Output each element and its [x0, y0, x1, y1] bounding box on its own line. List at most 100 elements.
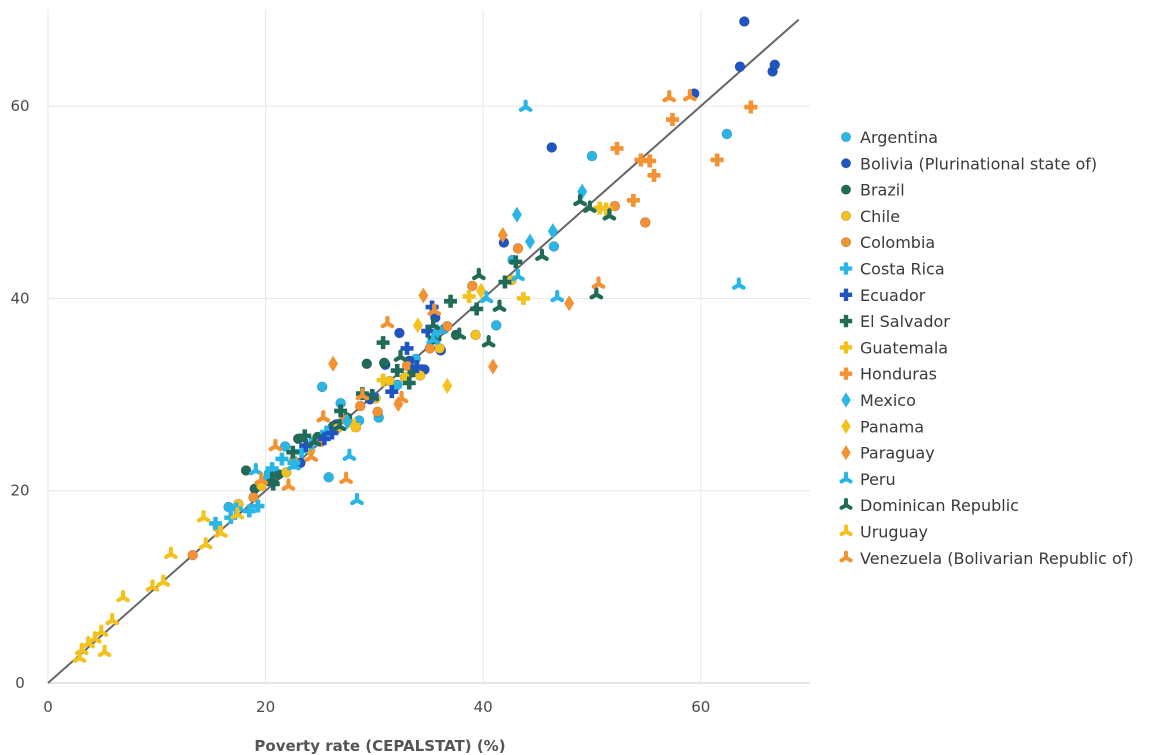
point-uruguay — [164, 546, 178, 560]
point-el-salvador — [298, 429, 312, 443]
legend-label: Guatemala — [860, 338, 948, 357]
point-peru — [732, 277, 746, 290]
point-paraguay — [328, 355, 339, 372]
legend-marker — [841, 445, 851, 461]
y-tick-label: 60 — [10, 97, 29, 115]
point-argentina — [490, 320, 502, 331]
point-mexico — [511, 206, 522, 223]
point-venezuela-bolivarian-republic-of — [254, 472, 269, 485]
legend-label: Ecuador — [860, 286, 926, 305]
point-guatemala — [516, 291, 530, 305]
point-venezuela-bolivarian-republic-of — [268, 438, 283, 452]
point-dominican-republic — [602, 208, 617, 221]
legend: Argentina Bolivia (Plurinational state of… — [839, 128, 1134, 568]
legend-label: Argentina — [860, 128, 938, 147]
point-paraguay — [497, 226, 508, 243]
point-el-salvador — [470, 302, 484, 316]
point-el-salvador — [334, 404, 348, 418]
legend-label: Brazil — [860, 181, 905, 200]
point-peru — [342, 448, 357, 461]
point-colombia — [512, 243, 524, 254]
point-argentina — [586, 150, 598, 162]
grid-lines — [47, 10, 810, 684]
point-costa-rica — [209, 516, 223, 530]
point-dominican-republic — [452, 327, 467, 340]
point-uruguay — [105, 612, 120, 626]
reference-line — [47, 18, 800, 684]
point-uruguay — [116, 589, 130, 603]
y-tick-label: 40 — [10, 289, 29, 307]
point-brazil — [240, 465, 252, 476]
point-argentina — [721, 128, 733, 140]
point-dominican-republic — [265, 471, 279, 485]
point-venezuela-bolivarian-republic-of — [339, 471, 353, 485]
point-el-salvador — [266, 477, 280, 491]
point-venezuela-bolivarian-republic-of — [316, 410, 331, 423]
point-ecuador — [385, 385, 399, 399]
point-dominican-republic — [332, 418, 347, 432]
point-chile — [434, 343, 445, 354]
point-colombia — [372, 406, 383, 418]
point-el-salvador — [390, 364, 404, 378]
point-ecuador — [317, 432, 331, 446]
legend-label: Venezuela (Bolivarian Republic of) — [860, 549, 1134, 568]
point-costa-rica — [251, 499, 265, 513]
point-argentina — [548, 241, 560, 252]
point-dominican-republic — [589, 286, 604, 300]
point-venezuela-bolivarian-republic-of — [304, 449, 319, 462]
point-costa-rica — [275, 452, 289, 466]
point-bolivia-plurinational-state-of — [546, 142, 558, 153]
point-uruguay — [156, 574, 171, 587]
point-peru — [550, 289, 565, 303]
point-dominican-republic — [471, 267, 486, 281]
point-ecuador — [425, 300, 439, 314]
x-tick-label: 0 — [43, 698, 53, 716]
point-dominican-republic — [492, 299, 507, 312]
point-colombia — [467, 280, 478, 292]
tick-labels: 0 20 40 60 0 20 40 60 — [10, 97, 710, 716]
point-peru — [248, 462, 263, 476]
x-tick-label: 60 — [691, 698, 710, 716]
point-chile — [470, 329, 481, 341]
y-tick-label: 0 — [15, 674, 25, 692]
legend-label: Paraguay — [860, 444, 935, 463]
legend-label: Chile — [860, 207, 900, 226]
point-venezuela-bolivarian-republic-of — [380, 315, 395, 329]
legend-marker — [840, 184, 852, 195]
point-panama — [412, 317, 423, 334]
legend-label: Uruguay — [860, 523, 928, 542]
legend-marker — [841, 392, 851, 408]
point-paraguay — [418, 287, 429, 304]
legend-label: Costa Rica — [860, 260, 945, 279]
point-honduras — [744, 100, 758, 114]
legend-marker — [839, 314, 853, 328]
point-ecuador — [400, 341, 414, 355]
point-venezuela-bolivarian-republic-of — [394, 390, 409, 404]
point-venezuela-bolivarian-republic-of — [355, 387, 370, 401]
point-argentina — [316, 381, 328, 393]
point-paraguay — [487, 358, 498, 375]
point-honduras — [710, 153, 724, 167]
point-costa-rica — [265, 462, 279, 476]
point-peru — [426, 332, 441, 345]
point-brazil — [361, 358, 373, 370]
point-peru — [518, 99, 533, 112]
legend-label: Honduras — [860, 365, 937, 384]
point-ecuador — [410, 360, 424, 374]
legend-label: Mexico — [860, 391, 916, 410]
legend-marker — [839, 471, 853, 484]
x-axis-label: Poverty rate (CEPALSTAT) (%) — [254, 737, 505, 755]
point-venezuela-bolivarian-republic-of — [662, 89, 677, 103]
legend-marker — [840, 237, 852, 248]
legend-marker — [841, 418, 851, 434]
point-honduras — [643, 154, 657, 168]
point-argentina — [323, 471, 335, 483]
point-venezuela-bolivarian-republic-of — [427, 303, 442, 316]
point-peru — [479, 290, 494, 304]
point-dominican-republic — [535, 248, 549, 261]
point-bolivia-plurinational-state-of — [769, 59, 781, 71]
point-ecuador — [299, 439, 313, 453]
legend-marker — [839, 497, 853, 510]
y-tick-label: 20 — [10, 482, 29, 500]
point-dominican-republic — [481, 335, 496, 348]
